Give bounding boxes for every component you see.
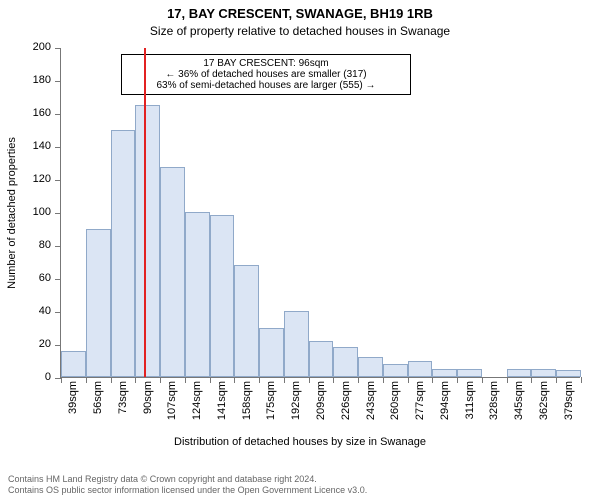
x-tick-mark [234, 377, 235, 383]
histogram-bar [309, 341, 334, 377]
y-tick-label: 100 [33, 206, 61, 218]
chart-title: 17, BAY CRESCENT, SWANAGE, BH19 1RB [0, 6, 600, 21]
footer-line-1: Contains HM Land Registry data © Crown c… [8, 474, 367, 485]
x-tick-mark [408, 377, 409, 383]
x-tick-mark [581, 377, 582, 383]
histogram-bar [531, 369, 556, 377]
histogram-bar [135, 105, 160, 377]
y-tick-label: 80 [39, 239, 61, 251]
x-tick-label: 209sqm [315, 377, 327, 420]
x-tick-label: 90sqm [142, 377, 154, 414]
x-tick-mark [333, 377, 334, 383]
x-tick-label: 124sqm [191, 377, 203, 420]
histogram-bar [234, 265, 259, 377]
y-tick-label: 160 [33, 107, 61, 119]
histogram-bar [185, 212, 210, 377]
y-tick-label: 180 [33, 74, 61, 86]
annotation-line-2: ← 36% of detached houses are smaller (31… [128, 69, 404, 80]
x-tick-mark [259, 377, 260, 383]
y-tick-label: 120 [33, 173, 61, 185]
x-tick-label: 260sqm [389, 377, 401, 420]
x-tick-mark [284, 377, 285, 383]
x-tick-mark [86, 377, 87, 383]
histogram-bar [86, 229, 111, 378]
x-tick-label: 328sqm [488, 377, 500, 420]
x-tick-label: 107sqm [166, 377, 178, 420]
y-axis-label: Number of detached properties [6, 137, 18, 289]
x-tick-mark [432, 377, 433, 383]
x-tick-mark [457, 377, 458, 383]
x-tick-mark [160, 377, 161, 383]
x-tick-mark [61, 377, 62, 383]
y-tick-label: 0 [45, 371, 61, 383]
reference-line [144, 48, 146, 377]
annotation-line-1: 17 BAY CRESCENT: 96sqm [128, 58, 404, 69]
histogram-bar [408, 361, 433, 378]
x-tick-label: 56sqm [92, 377, 104, 414]
y-tick-label: 200 [33, 41, 61, 53]
histogram-bar [333, 347, 358, 377]
x-tick-label: 294sqm [439, 377, 451, 420]
x-tick-mark [383, 377, 384, 383]
plot-area: 17 BAY CRESCENT: 96sqm ← 36% of detached… [60, 48, 580, 378]
annotation-box: 17 BAY CRESCENT: 96sqm ← 36% of detached… [121, 54, 411, 95]
chart-container: 17, BAY CRESCENT, SWANAGE, BH19 1RB Size… [0, 0, 600, 500]
x-tick-label: 277sqm [414, 377, 426, 420]
x-tick-mark [210, 377, 211, 383]
histogram-bar [507, 369, 532, 377]
x-tick-mark [531, 377, 532, 383]
x-tick-mark [482, 377, 483, 383]
histogram-bar [160, 167, 185, 377]
footer-attribution: Contains HM Land Registry data © Crown c… [8, 474, 367, 497]
x-tick-label: 175sqm [265, 377, 277, 420]
chart-subtitle: Size of property relative to detached ho… [0, 24, 600, 38]
histogram-bar [457, 369, 482, 377]
histogram-bar [61, 351, 86, 377]
histogram-bar [358, 357, 383, 377]
histogram-bar [556, 370, 581, 377]
x-tick-mark [507, 377, 508, 383]
histogram-bar [210, 215, 235, 377]
x-tick-label: 362sqm [538, 377, 550, 420]
y-tick-label: 20 [39, 338, 61, 350]
x-tick-mark [556, 377, 557, 383]
y-tick-label: 40 [39, 305, 61, 317]
histogram-bar [284, 311, 309, 377]
x-tick-mark [358, 377, 359, 383]
x-tick-label: 73sqm [117, 377, 129, 414]
y-tick-label: 140 [33, 140, 61, 152]
x-axis-label: Distribution of detached houses by size … [0, 436, 600, 448]
x-tick-label: 158sqm [241, 377, 253, 420]
histogram-bar [432, 369, 457, 377]
x-tick-label: 226sqm [340, 377, 352, 420]
x-tick-label: 192sqm [290, 377, 302, 420]
x-tick-mark [135, 377, 136, 383]
x-tick-label: 141sqm [216, 377, 228, 420]
annotation-line-3: 63% of semi-detached houses are larger (… [128, 80, 404, 91]
histogram-bar [111, 130, 136, 378]
footer-line-2: Contains OS public sector information li… [8, 485, 367, 496]
x-tick-label: 311sqm [464, 377, 476, 419]
x-tick-label: 39sqm [67, 377, 79, 414]
x-tick-label: 345sqm [513, 377, 525, 420]
histogram-bar [259, 328, 284, 378]
x-tick-mark [111, 377, 112, 383]
x-tick-mark [309, 377, 310, 383]
x-tick-label: 243sqm [365, 377, 377, 420]
x-tick-mark [185, 377, 186, 383]
histogram-bar [383, 364, 408, 377]
x-tick-label: 379sqm [563, 377, 575, 420]
y-tick-label: 60 [39, 272, 61, 284]
